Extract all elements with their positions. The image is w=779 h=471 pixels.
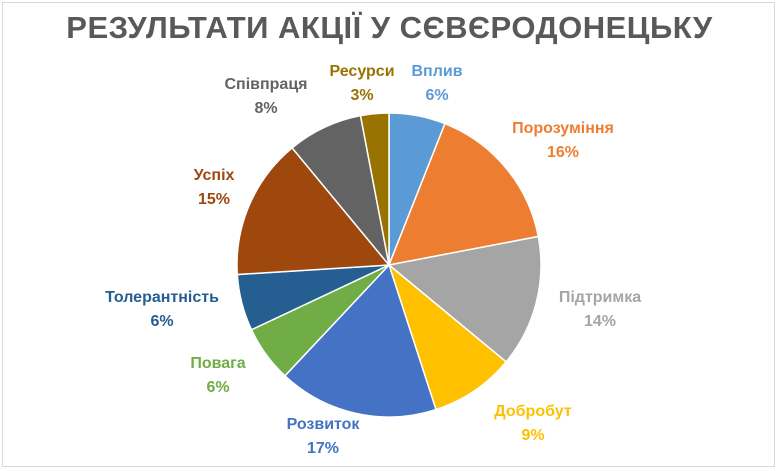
slice-percent-label: 14% <box>584 313 616 330</box>
slice-category-label: Толерантність <box>105 289 219 306</box>
slice-category-label: Порозуміння <box>512 120 614 137</box>
slice-category-label: Успіх <box>194 167 235 184</box>
slice-category-label: Розвиток <box>287 416 361 433</box>
pie-slice-2 <box>387 122 540 266</box>
slice-percent-label: 6% <box>150 313 173 330</box>
slice-category-label: Ресурси <box>329 63 394 80</box>
slice-percent-label: 16% <box>547 144 579 161</box>
slice-category-label: Підтримка <box>559 289 641 306</box>
pie-slice-8 <box>236 146 391 276</box>
slice-category-label: Повага <box>190 355 245 372</box>
slice-category-label: Добробут <box>494 403 572 420</box>
slice-category-label: Вплив <box>411 63 462 80</box>
slice-percent-label: 8% <box>254 100 277 117</box>
slice-percent-label: 6% <box>206 379 229 396</box>
slice-percent-label: 3% <box>350 87 373 104</box>
pie-slice-5 <box>283 263 437 418</box>
slice-percent-label: 9% <box>521 427 544 444</box>
chart-title: РЕЗУЛЬТАТИ АКЦІЇ У СЄВЄРОДОНЕЦЬКУ <box>66 10 713 45</box>
slice-percent-label: 6% <box>425 87 448 104</box>
pie-slice-4 <box>387 262 508 411</box>
pie-slice-3 <box>387 235 542 363</box>
pie-slice-10 <box>359 112 390 266</box>
slice-category-label: Співпраця <box>224 76 307 93</box>
slice-percent-label: 17% <box>307 440 339 457</box>
slice-percent-label: 15% <box>198 191 230 208</box>
